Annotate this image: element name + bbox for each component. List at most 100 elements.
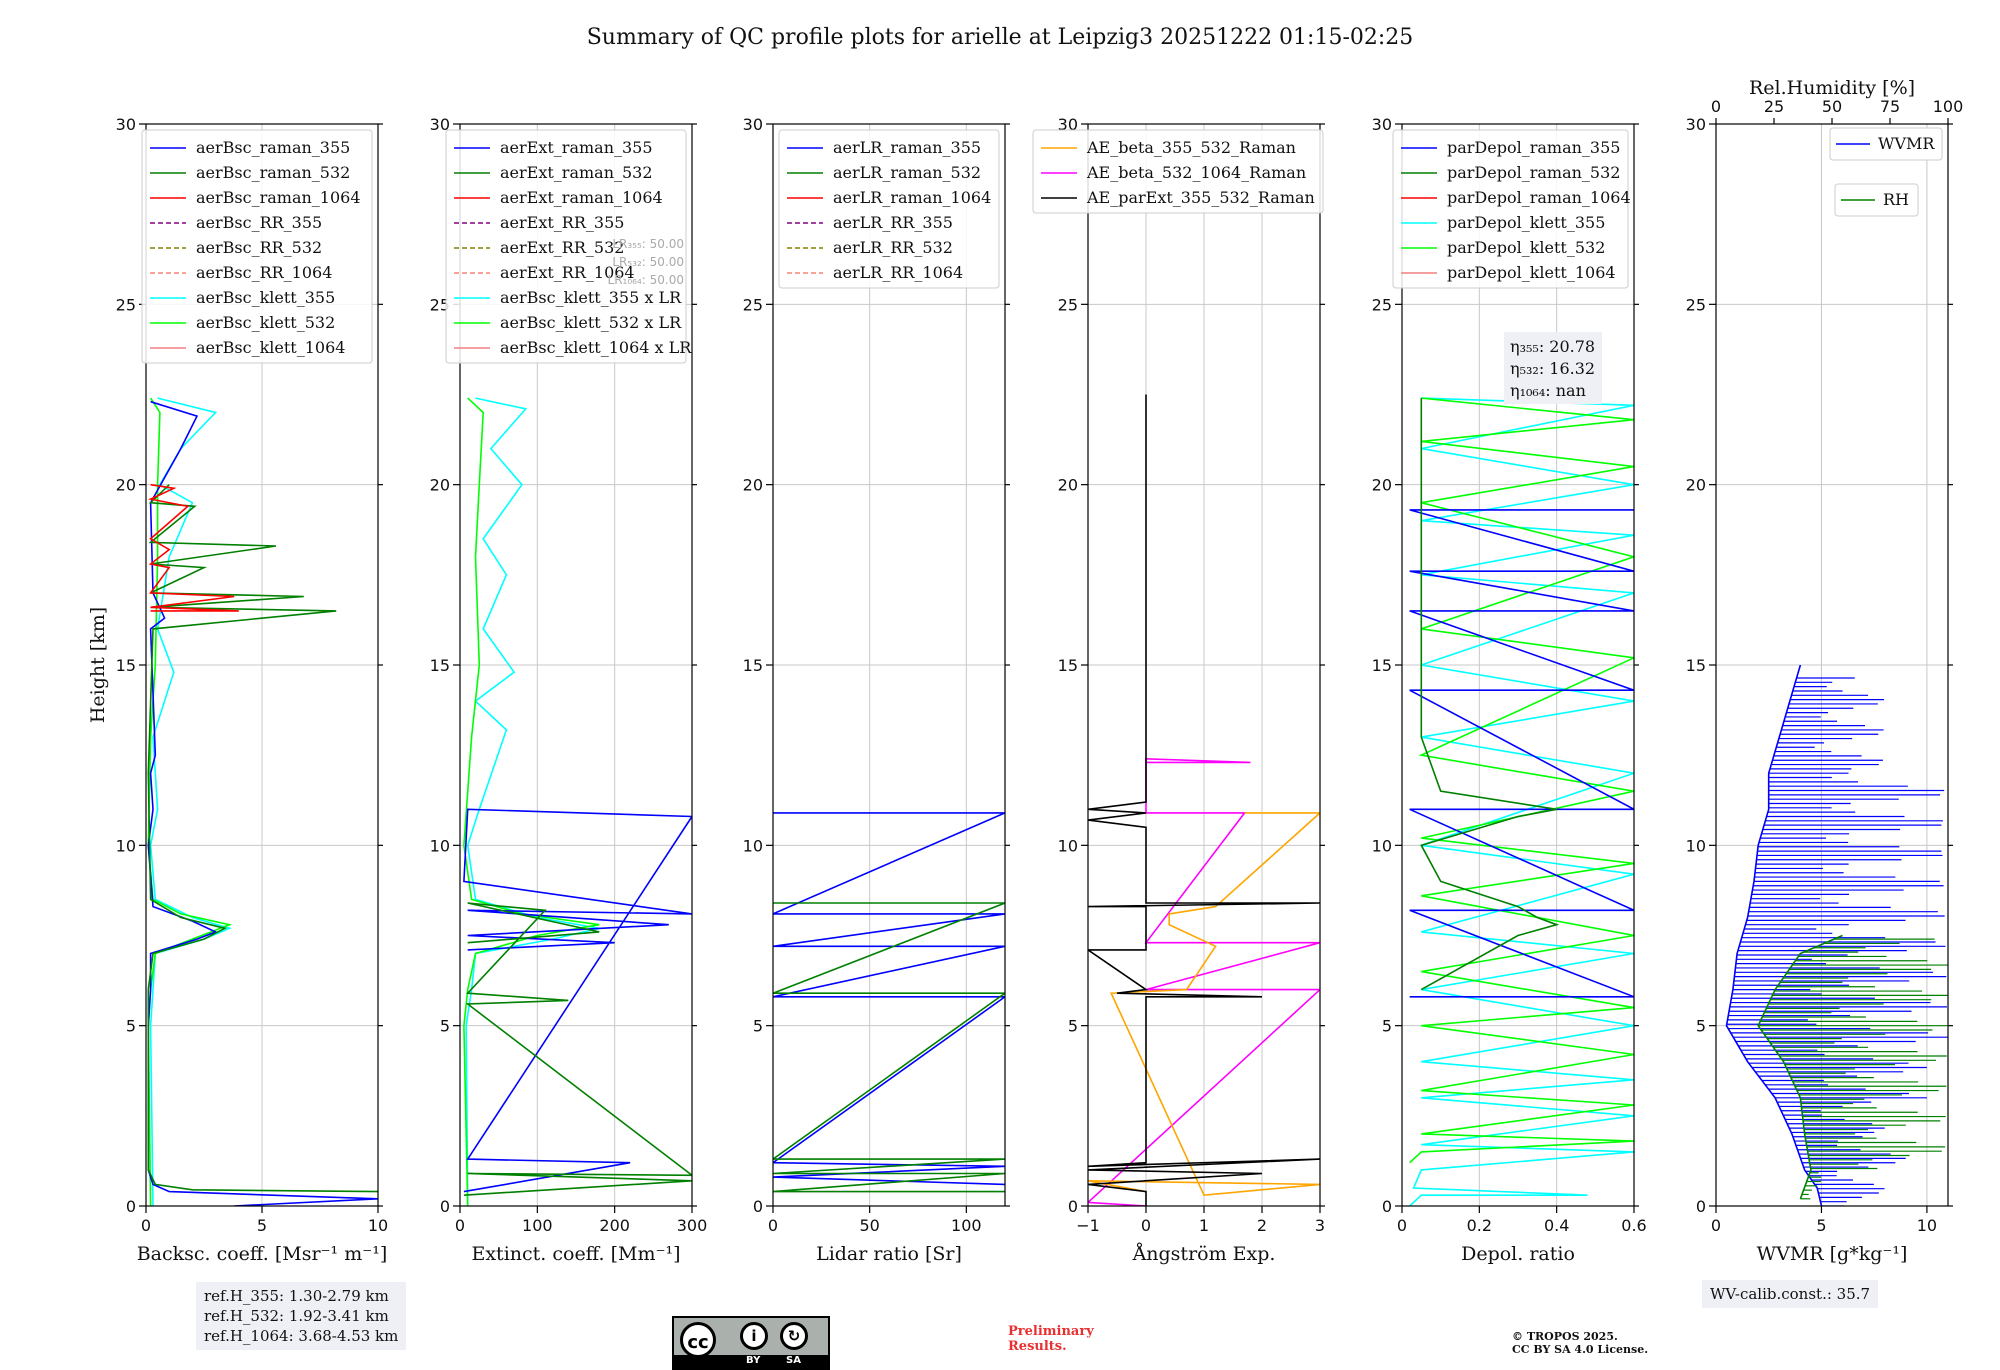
legend-label: aerLR_raman_1064: [833, 188, 991, 207]
x2-tick-label: 0: [1711, 97, 1721, 116]
legend-label: aerBsc_RR_1064: [196, 263, 332, 282]
legend-label: aerBsc_raman_1064: [196, 188, 361, 207]
x2-axis-label: Rel.Humidity [%]: [1749, 77, 1915, 99]
legend-label: aerExt_raman_355: [500, 138, 653, 157]
x-tick-label: 50: [859, 1216, 879, 1235]
y-tick-label: 10: [1686, 836, 1706, 855]
panel-backscatter: 0 5 10 0 5 10 15 20 25 30 Backsc. coeff. [Msr⁻¹ m⁻…: [87, 115, 388, 1265]
y-tick-label: 20: [116, 476, 136, 495]
x-tick-label: 0: [141, 1216, 151, 1235]
legend-box: [1392, 129, 1629, 289]
lidar-ratio-note: LR₃₅₅: 50.00: [612, 237, 684, 251]
y-tick-label: 5: [126, 1017, 136, 1036]
legend-label: aerBsc_RR_532: [196, 238, 322, 257]
y-tick-label: 25: [1686, 295, 1706, 314]
legend-label: AE_beta_532_1064_Raman: [1086, 163, 1306, 182]
legend-label: parDepol_klett_1064: [1447, 263, 1616, 282]
x-tick-label: 100: [522, 1216, 553, 1235]
x-axis-label: Ångström Exp.: [1132, 1243, 1276, 1265]
series-group: [1725, 664, 1948, 1206]
legend-label: WVMR: [1878, 134, 1935, 153]
series-line-aerLR_raman_532: [773, 902, 1005, 1193]
panel-lidar_ratio: 0 50 100 0 5 10 15 20 25 30 Lidar ratio [Sr] aerLR_…: [743, 115, 1010, 1265]
y-tick-label: 25: [1058, 295, 1078, 314]
copyright-note: © TROPOS 2025. CC BY SA 4.0 License.: [1512, 1330, 1649, 1356]
x-tick-label: 5: [1816, 1216, 1826, 1235]
series-line-aerExt_raman_532: [463, 902, 692, 1196]
legend-box: [141, 129, 373, 364]
x-tick-label: 0: [768, 1216, 778, 1235]
y-tick-label: 10: [1372, 836, 1392, 855]
y-tick-label: 20: [1058, 476, 1078, 495]
y-tick-label: 15: [116, 656, 136, 675]
legend-label: aerLR_RR_355: [833, 213, 953, 232]
by-attribution-icon: i: [740, 1322, 768, 1350]
y-tick-label: 20: [743, 476, 763, 495]
series-line-AE_beta_355_532_Raman: [1088, 812, 1320, 1197]
x-tick-label: 0.4: [1544, 1216, 1569, 1235]
x-tick-label: −1: [1076, 1216, 1100, 1235]
y-tick-label: 20: [1686, 476, 1706, 495]
x-tick-label: 300: [677, 1216, 708, 1235]
series-group: [147, 397, 378, 1206]
y-tick-label: 5: [440, 1017, 450, 1036]
y-tick-label: 10: [1058, 836, 1078, 855]
legend-label: aerBsc_raman_355: [196, 138, 350, 157]
y-tick-label: 15: [1686, 656, 1706, 675]
series-line-aerBsc_raman_532: [147, 484, 378, 1193]
x2-tick-label: 25: [1764, 97, 1784, 116]
panel-depolarization: 0 0.2 0.4 0.6 0 5 10 15 20 25 30 Depol. ratio parDep…: [1372, 115, 1647, 1265]
y-tick-label: 30: [116, 115, 136, 134]
x-tick-label: 0: [1397, 1216, 1407, 1235]
x-tick-label: 1: [1199, 1216, 1209, 1235]
x-tick-label: 2: [1257, 1216, 1267, 1235]
x-tick-label: 0: [455, 1216, 465, 1235]
lidar-ratio-note: LR₁₀₆₄: 50.00: [608, 273, 684, 287]
legend-box: [445, 129, 687, 364]
y-tick-label: 0: [1068, 1197, 1078, 1216]
series-line-aerBsc_klett_355: [149, 397, 232, 1206]
x-tick-label: 10: [368, 1216, 388, 1235]
series-group: [773, 812, 1005, 1193]
sa-share-alike-icon: ↻: [780, 1322, 808, 1350]
legend-label: AE_beta_355_532_Raman: [1086, 138, 1296, 157]
legend-label: parDepol_klett_355: [1447, 213, 1605, 232]
series-line-parDepol_raman_532: [1420, 398, 1560, 991]
x-tick-label: 0: [1711, 1216, 1721, 1235]
legend-box: [1834, 183, 1919, 217]
y-tick-label: 15: [1058, 656, 1078, 675]
figure-title: Summary of QC profile plots for arielle …: [587, 25, 1414, 50]
y-tick-label: 0: [753, 1197, 763, 1216]
series-line-aerBsc_klett_532: [147, 397, 233, 1206]
series-line-parDepol_klett_355: [1409, 397, 1634, 1206]
x-tick-label: 100: [951, 1216, 982, 1235]
y-tick-label: 10: [743, 836, 763, 855]
series-line-aerExt_raman_355: [463, 808, 692, 1193]
y-tick-label: 5: [1068, 1017, 1078, 1036]
ref-height-355: ref.H_355: 1.30-2.79 km: [204, 1287, 389, 1305]
x-tick-label: 3: [1315, 1216, 1325, 1235]
ref-height-1064: ref.H_1064: 3.68-4.53 km: [204, 1327, 399, 1345]
x-tick-label: 0.6: [1621, 1216, 1646, 1235]
y-tick-label: 15: [430, 656, 450, 675]
legend-label: aerBsc_raman_532: [196, 163, 350, 182]
legend-label: aerExt_RR_532: [500, 238, 624, 257]
legend-label: aerExt_raman_532: [500, 163, 653, 182]
eta-value: η₁₀₆₄: nan: [1510, 381, 1586, 400]
legend-label: aerLR_RR_1064: [833, 263, 963, 282]
series-group: [1088, 394, 1320, 1206]
legend-label: AE_parExt_355_532_Raman: [1086, 188, 1315, 207]
legend-label: parDepol_raman_1064: [1447, 188, 1631, 207]
series-line-AE_parExt_355_532_Raman: [1088, 394, 1320, 1206]
wv-calib-const: WV-calib.const.: 35.7: [1710, 1285, 1871, 1303]
legend-label: aerExt_raman_1064: [500, 188, 663, 207]
ref-height-532: ref.H_532: 1.92-3.41 km: [204, 1307, 389, 1325]
legend-label: aerBsc_klett_1064 x LR: [500, 338, 692, 357]
series-group: [1409, 397, 1634, 1206]
legend-label: aerLR_RR_532: [833, 238, 953, 257]
x-tick-label: 200: [599, 1216, 630, 1235]
series-group: [463, 397, 692, 1206]
legend-box: [778, 129, 1000, 289]
legend-label: aerExt_RR_1064: [500, 263, 635, 282]
cc-icon: cc: [680, 1322, 716, 1358]
